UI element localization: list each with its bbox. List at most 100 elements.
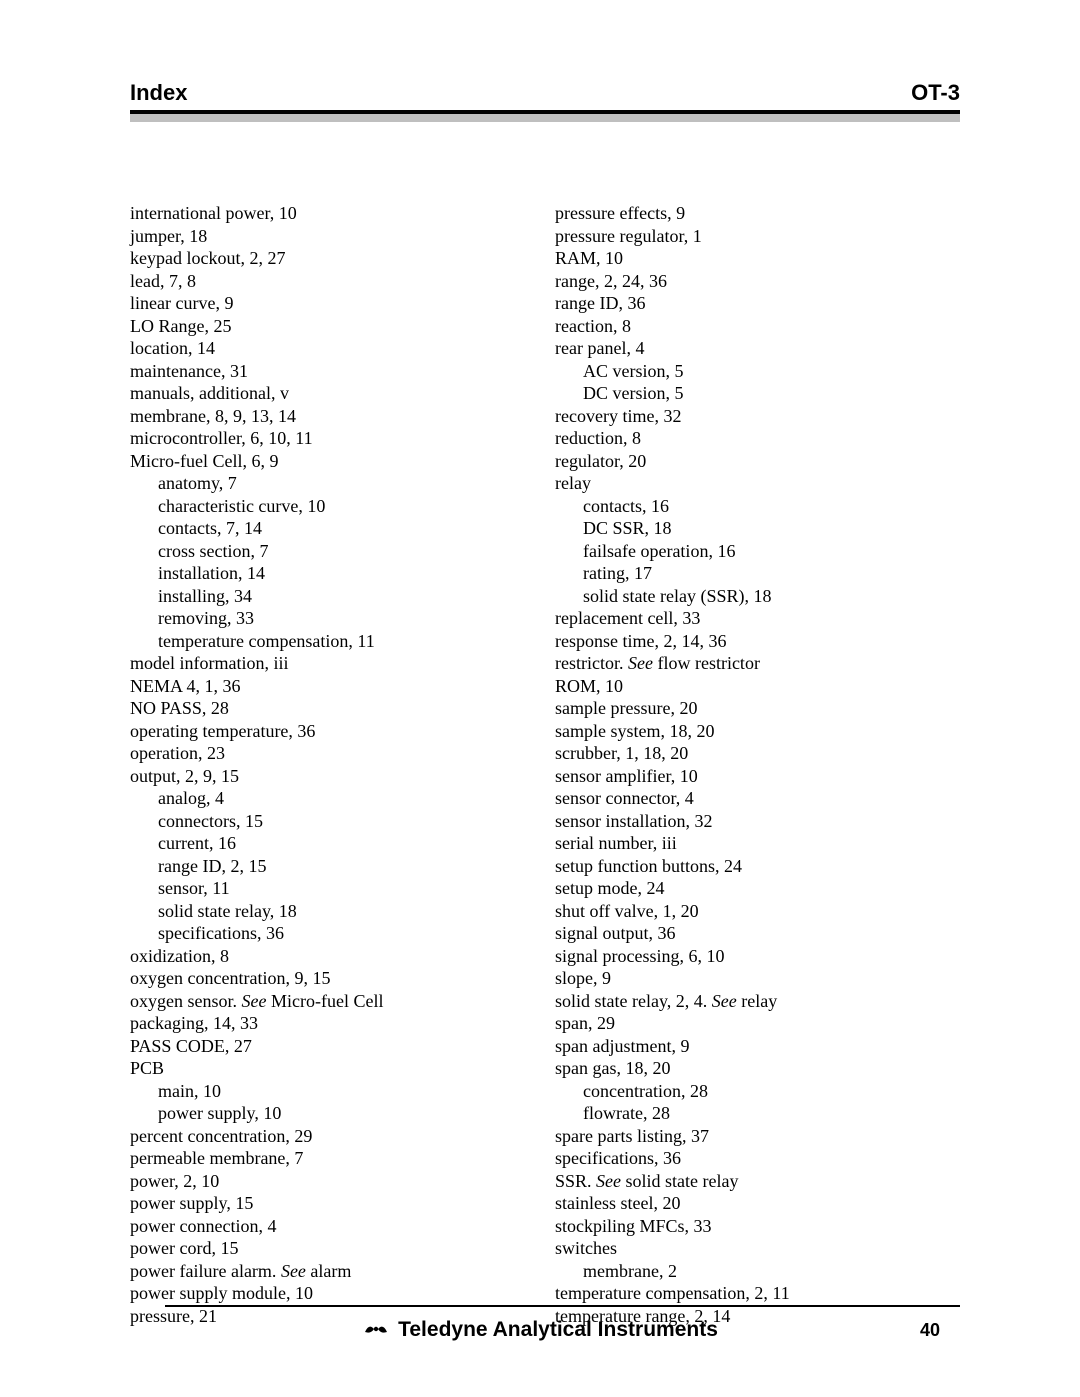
index-entry: range ID, 2, 15: [130, 855, 535, 878]
index-entry: operating temperature, 36: [130, 720, 535, 743]
index-entry: analog, 4: [130, 787, 535, 810]
index-entry: AC version, 5: [555, 360, 960, 383]
index-entry: setup mode, 24: [555, 877, 960, 900]
index-entry: NO PASS, 28: [130, 697, 535, 720]
index-entry: lead, 7, 8: [130, 270, 535, 293]
index-entry: DC version, 5: [555, 382, 960, 405]
index-entry: temperature compensation, 2, 11: [555, 1282, 960, 1305]
see-reference: See: [281, 1261, 306, 1281]
index-entry: Micro-fuel Cell, 6, 9: [130, 450, 535, 473]
index-entry: international power, 10: [130, 202, 535, 225]
index-entry: power failure alarm. See alarm: [130, 1260, 535, 1283]
index-entry: percent concentration, 29: [130, 1125, 535, 1148]
index-entry: oxygen concentration, 9, 15: [130, 967, 535, 990]
index-entry: oxidization, 8: [130, 945, 535, 968]
index-entry: LO Range, 25: [130, 315, 535, 338]
index-entry: membrane, 8, 9, 13, 14: [130, 405, 535, 428]
index-entry: RAM, 10: [555, 247, 960, 270]
index-entry: stockpiling MFCs, 33: [555, 1215, 960, 1238]
index-entry: characteristic curve, 10: [130, 495, 535, 518]
index-entry: span, 29: [555, 1012, 960, 1035]
index-entry: signal output, 36: [555, 922, 960, 945]
index-entry: sensor, 11: [130, 877, 535, 900]
index-entry: stainless steel, 20: [555, 1192, 960, 1215]
see-reference: See: [242, 991, 267, 1011]
index-entry: flowrate, 28: [555, 1102, 960, 1125]
index-entry: PASS CODE, 27: [130, 1035, 535, 1058]
index-entry: sensor connector, 4: [555, 787, 960, 810]
index-entry: oxygen sensor. See Micro-fuel Cell: [130, 990, 535, 1013]
index-entry: removing, 33: [130, 607, 535, 630]
index-entry: scrubber, 1, 18, 20: [555, 742, 960, 765]
index-entry: solid state relay, 18: [130, 900, 535, 923]
index-entry: ROM, 10: [555, 675, 960, 698]
index-entry: specifications, 36: [130, 922, 535, 945]
index-entry: serial number, iii: [555, 832, 960, 855]
index-entry: failsafe operation, 16: [555, 540, 960, 563]
index-entry: spare parts listing, 37: [555, 1125, 960, 1148]
index-entry: jumper, 18: [130, 225, 535, 248]
index-entry: slope, 9: [555, 967, 960, 990]
see-reference: See: [596, 1171, 621, 1191]
index-entry: contacts, 16: [555, 495, 960, 518]
index-entry: signal processing, 6, 10: [555, 945, 960, 968]
index-entry: operation, 23: [130, 742, 535, 765]
index-entry: power supply, 10: [130, 1102, 535, 1125]
index-entry: power supply, 15: [130, 1192, 535, 1215]
footer-rule: [165, 1305, 960, 1307]
index-entry: range, 2, 24, 36: [555, 270, 960, 293]
index-entry: DC SSR, 18: [555, 517, 960, 540]
index-entry: pressure regulator, 1: [555, 225, 960, 248]
index-entry: output, 2, 9, 15: [130, 765, 535, 788]
index-entry: manuals, additional, v: [130, 382, 535, 405]
index-entry: shut off valve, 1, 20: [555, 900, 960, 923]
brand-logo-icon: [362, 1319, 390, 1342]
index-entry: main, 10: [130, 1080, 535, 1103]
header-left: Index: [130, 80, 187, 106]
index-entry: microcontroller, 6, 10, 11: [130, 427, 535, 450]
index-entry: sample system, 18, 20: [555, 720, 960, 743]
index-entry: keypad lockout, 2, 27: [130, 247, 535, 270]
index-entry: membrane, 2: [555, 1260, 960, 1283]
index-entry: reaction, 8: [555, 315, 960, 338]
index-entry: sensor installation, 32: [555, 810, 960, 833]
index-entry: pressure effects, 9: [555, 202, 960, 225]
index-entry: concentration, 28: [555, 1080, 960, 1103]
index-entry: sample pressure, 20: [555, 697, 960, 720]
index-entry: location, 14: [130, 337, 535, 360]
index-column-left: international power, 10jumper, 18keypad …: [130, 202, 555, 1327]
index-entry: temperature compensation, 11: [130, 630, 535, 653]
index-entry: rear panel, 4: [555, 337, 960, 360]
index-entry: power cord, 15: [130, 1237, 535, 1260]
see-reference: See: [628, 653, 653, 673]
index-entry: installing, 34: [130, 585, 535, 608]
index-entry: installation, 14: [130, 562, 535, 585]
page-header: Index OT-3: [130, 80, 960, 110]
index-entry: cross section, 7: [130, 540, 535, 563]
index-entry: NEMA 4, 1, 36: [130, 675, 535, 698]
index-entry: reduction, 8: [555, 427, 960, 450]
index-entry: linear curve, 9: [130, 292, 535, 315]
page-number: 40: [920, 1320, 940, 1341]
index-entry: packaging, 14, 33: [130, 1012, 535, 1035]
index-entry: solid state relay, 2, 4. See relay: [555, 990, 960, 1013]
index-entry: power supply module, 10: [130, 1282, 535, 1305]
index-entry: contacts, 7, 14: [130, 517, 535, 540]
see-reference: See: [712, 991, 737, 1011]
index-entry: regulator, 20: [555, 450, 960, 473]
footer-brand: Teledyne Analytical Instruments: [398, 1318, 718, 1342]
index-entry: span gas, 18, 20: [555, 1057, 960, 1080]
index-entry: permeable membrane, 7: [130, 1147, 535, 1170]
index-entry: relay: [555, 472, 960, 495]
header-right: OT-3: [911, 80, 960, 106]
index-entry: power, 2, 10: [130, 1170, 535, 1193]
index-entry: specifications, 36: [555, 1147, 960, 1170]
index-entry: solid state relay (SSR), 18: [555, 585, 960, 608]
index-entry: PCB: [130, 1057, 535, 1080]
index-entry: range ID, 36: [555, 292, 960, 315]
index-entry: current, 16: [130, 832, 535, 855]
index-entry: recovery time, 32: [555, 405, 960, 428]
page-footer: Teledyne Analytical Instruments 40: [120, 1318, 960, 1342]
index-entry: maintenance, 31: [130, 360, 535, 383]
index-entry: SSR. See solid state relay: [555, 1170, 960, 1193]
